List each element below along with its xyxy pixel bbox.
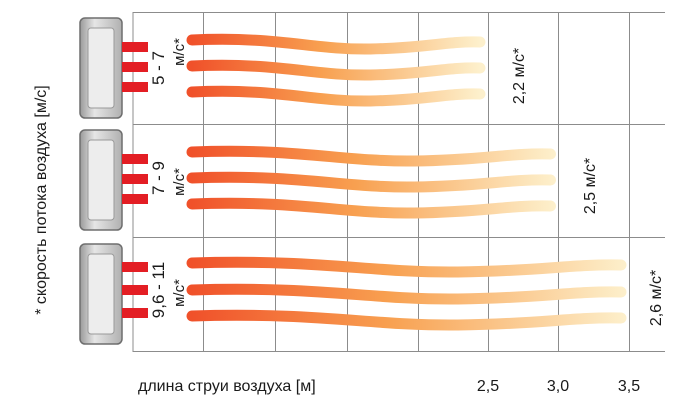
x-axis-label: длина струи воздуха [м] xyxy=(138,378,316,395)
x-tick-label: 3,5 xyxy=(618,378,640,395)
heater-unit xyxy=(79,17,148,119)
air-jets xyxy=(186,33,627,331)
speed-range-label: 9,6 - 11 xyxy=(149,262,168,318)
speed-unit-label: м/с* xyxy=(171,279,188,307)
air-jet-stream xyxy=(186,197,556,219)
speed-range-label: 7 - 9 xyxy=(149,161,168,195)
x-tick-label: 3,0 xyxy=(547,378,569,395)
air-jet-stream xyxy=(186,145,556,167)
air-jet-stream xyxy=(186,256,627,278)
end-speed-label: 2,2 м/с* xyxy=(511,48,528,104)
air-jet-stream xyxy=(186,171,556,193)
end-speed-label: 2,6 м/с* xyxy=(648,270,665,326)
x-tick-label: 2,5 xyxy=(477,378,499,395)
air-jet-stream xyxy=(186,283,627,305)
air-jet-stream xyxy=(186,33,486,55)
air-jet-stream xyxy=(186,85,486,107)
speed-unit-label: м/с* xyxy=(171,168,188,196)
y-axis-label: * скорость потока воздуха [м/с] xyxy=(33,85,50,314)
end-speed-label: 2,5 м/с* xyxy=(582,158,599,214)
speed-range-label: 5 - 7 xyxy=(149,51,168,85)
air-jet-stream xyxy=(186,309,627,331)
speed-unit-label: м/с* xyxy=(171,38,188,66)
heater-unit xyxy=(79,129,148,231)
air-jet-stream xyxy=(186,59,486,81)
heater-unit xyxy=(79,243,148,345)
